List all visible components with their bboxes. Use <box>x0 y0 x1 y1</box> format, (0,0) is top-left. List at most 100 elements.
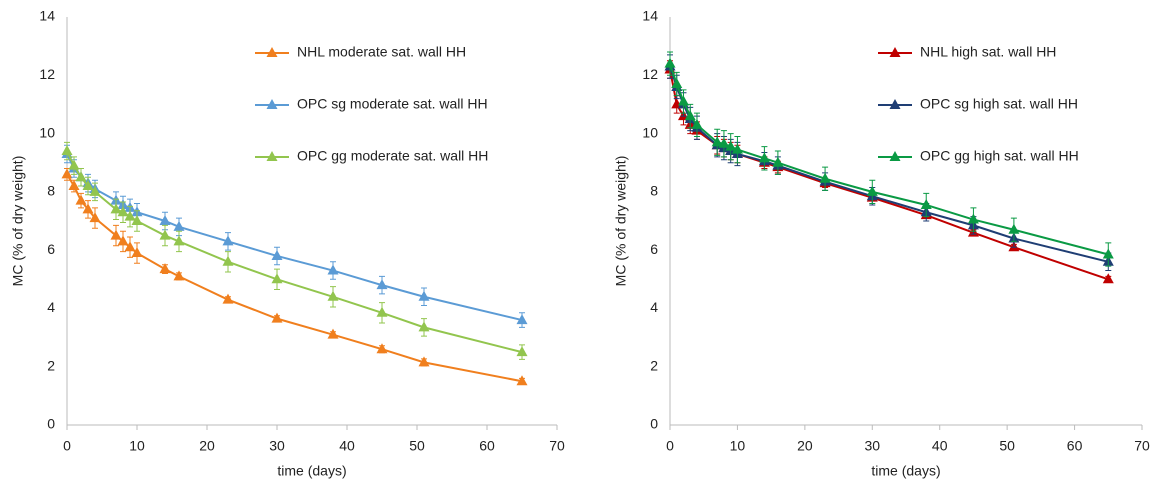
marker <box>327 264 339 275</box>
marker <box>68 159 80 170</box>
x-tick-label: 20 <box>797 438 813 454</box>
y-axis-label: MC (% of dry weight) <box>613 156 629 287</box>
marker <box>173 220 185 231</box>
marker <box>124 210 136 221</box>
marker <box>664 57 676 68</box>
marker <box>725 140 737 151</box>
marker <box>718 137 730 148</box>
legend-marker <box>889 151 901 161</box>
x-tick-label: 70 <box>549 438 565 454</box>
y-tick-label: 14 <box>642 8 658 24</box>
marker <box>866 185 878 196</box>
y-tick-label: 10 <box>642 124 658 140</box>
x-tick-label: 30 <box>269 438 285 454</box>
marker <box>271 273 283 284</box>
y-tick-label: 2 <box>650 357 658 373</box>
marker <box>61 168 73 179</box>
y-tick-label: 4 <box>650 299 658 315</box>
y-tick-label: 0 <box>47 416 55 432</box>
y-tick-label: 10 <box>39 124 55 140</box>
x-axis-label: time (days) <box>871 463 940 479</box>
y-tick-label: 12 <box>39 66 55 82</box>
series-line <box>66 173 523 383</box>
marker <box>711 136 723 147</box>
x-tick-label: 0 <box>63 438 71 454</box>
legend-label: OPC gg high sat. wall HH <box>920 148 1079 164</box>
marker <box>271 249 283 260</box>
x-tick-label: 0 <box>666 438 674 454</box>
legend-marker <box>889 99 901 109</box>
marker <box>89 185 101 196</box>
x-tick-label: 10 <box>730 438 746 454</box>
legend-marker <box>266 151 278 161</box>
legend-marker <box>266 47 278 57</box>
marker <box>131 215 143 225</box>
marker <box>772 156 784 167</box>
y-tick-label: 8 <box>47 183 55 199</box>
legend-marker <box>889 47 901 57</box>
marker <box>418 321 430 332</box>
legend-label: OPC gg moderate sat. wall HH <box>297 148 488 164</box>
marker <box>819 172 831 183</box>
marker <box>89 212 101 223</box>
legend-label: OPC sg moderate sat. wall HH <box>297 96 488 112</box>
marker <box>516 375 528 386</box>
y-tick-label: 4 <box>47 299 55 315</box>
marker <box>124 241 136 252</box>
y-axis-label: MC (% of dry weight) <box>10 156 26 287</box>
x-tick-label: 50 <box>409 438 425 454</box>
x-tick-label: 40 <box>339 438 355 454</box>
legend-label: OPC sg high sat. wall HH <box>920 96 1078 112</box>
marker <box>159 263 171 274</box>
y-tick-label: 6 <box>47 241 55 257</box>
marker <box>418 356 430 367</box>
marker <box>271 312 283 323</box>
marker <box>173 235 185 246</box>
marker <box>677 95 689 106</box>
marker <box>61 145 73 156</box>
marker <box>1102 273 1114 284</box>
marker <box>731 143 743 154</box>
series-line <box>66 153 523 322</box>
marker <box>75 194 87 205</box>
marker <box>516 314 528 325</box>
marker <box>376 306 388 317</box>
marker <box>159 229 171 240</box>
marker <box>82 203 94 214</box>
marker <box>117 206 129 217</box>
marker <box>327 290 339 301</box>
x-tick-label: 10 <box>129 438 145 454</box>
marker <box>159 215 171 225</box>
x-tick-label: 70 <box>1134 438 1150 454</box>
x-tick-label: 30 <box>864 438 880 454</box>
marker <box>75 171 87 182</box>
marker <box>758 152 770 163</box>
marker <box>222 235 234 246</box>
marker <box>110 229 122 240</box>
y-tick-label: 14 <box>39 8 55 24</box>
y-tick-label: 2 <box>47 357 55 373</box>
y-tick-label: 8 <box>650 183 658 199</box>
marker <box>173 270 185 281</box>
marker <box>376 279 388 290</box>
marker <box>131 247 143 258</box>
marker <box>82 180 94 191</box>
y-tick-label: 12 <box>642 66 658 82</box>
marker <box>684 110 696 121</box>
legend-label: NHL high sat. wall HH <box>920 44 1056 60</box>
marker <box>327 328 339 339</box>
marker <box>117 235 129 246</box>
y-tick-label: 6 <box>650 241 658 257</box>
marker <box>68 180 80 191</box>
marker <box>222 293 234 304</box>
x-tick-label: 60 <box>1067 438 1083 454</box>
marker <box>967 213 979 224</box>
marker <box>1008 223 1020 234</box>
marker <box>516 346 528 357</box>
legend-label: NHL moderate sat. wall HH <box>297 44 466 60</box>
y-tick-label: 0 <box>650 416 658 432</box>
marker <box>418 290 430 301</box>
x-tick-label: 50 <box>999 438 1015 454</box>
marker <box>222 255 234 266</box>
